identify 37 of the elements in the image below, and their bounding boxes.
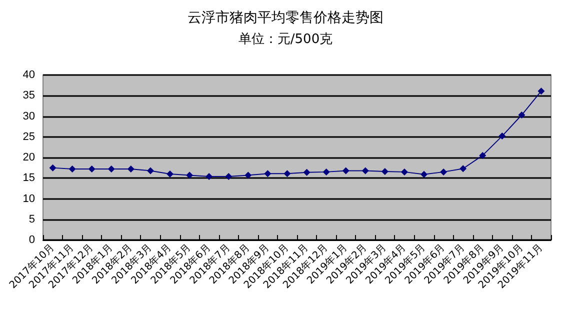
point: [362, 167, 369, 174]
point: [538, 88, 545, 95]
point: [420, 170, 428, 178]
point: [303, 168, 310, 176]
y-tick-label: 0: [28, 234, 35, 246]
point: [186, 172, 194, 179]
point: [127, 166, 134, 173]
y-tick-label: 35: [22, 90, 35, 102]
y-tick-label: 15: [22, 172, 35, 184]
point: [206, 172, 213, 180]
chart-subtitle: 单位：元/500克: [238, 32, 333, 47]
point: [284, 170, 291, 178]
point: [518, 112, 526, 119]
point: [108, 166, 115, 173]
point: [322, 168, 330, 176]
point: [244, 172, 252, 179]
point: [166, 170, 174, 178]
chart-title: 云浮市猪肉平均零售价格走势图: [188, 10, 384, 26]
point: [264, 170, 272, 178]
point: [479, 152, 486, 159]
point: [225, 172, 232, 180]
point: [400, 168, 408, 176]
point: [498, 132, 506, 140]
point: [88, 166, 96, 173]
point: [460, 165, 467, 172]
point: [49, 164, 56, 172]
point: [381, 168, 388, 176]
y-tick-label: 5: [28, 213, 35, 226]
y-tick-label: 30: [22, 110, 35, 122]
y-tick-label: 10: [22, 192, 35, 205]
point: [146, 167, 154, 174]
point: [68, 166, 76, 173]
point: [342, 167, 350, 174]
y-tick-label: 20: [22, 152, 35, 164]
point: [440, 168, 448, 176]
y-tick-label: 40: [22, 69, 35, 81]
y-tick-label: 25: [22, 130, 35, 143]
